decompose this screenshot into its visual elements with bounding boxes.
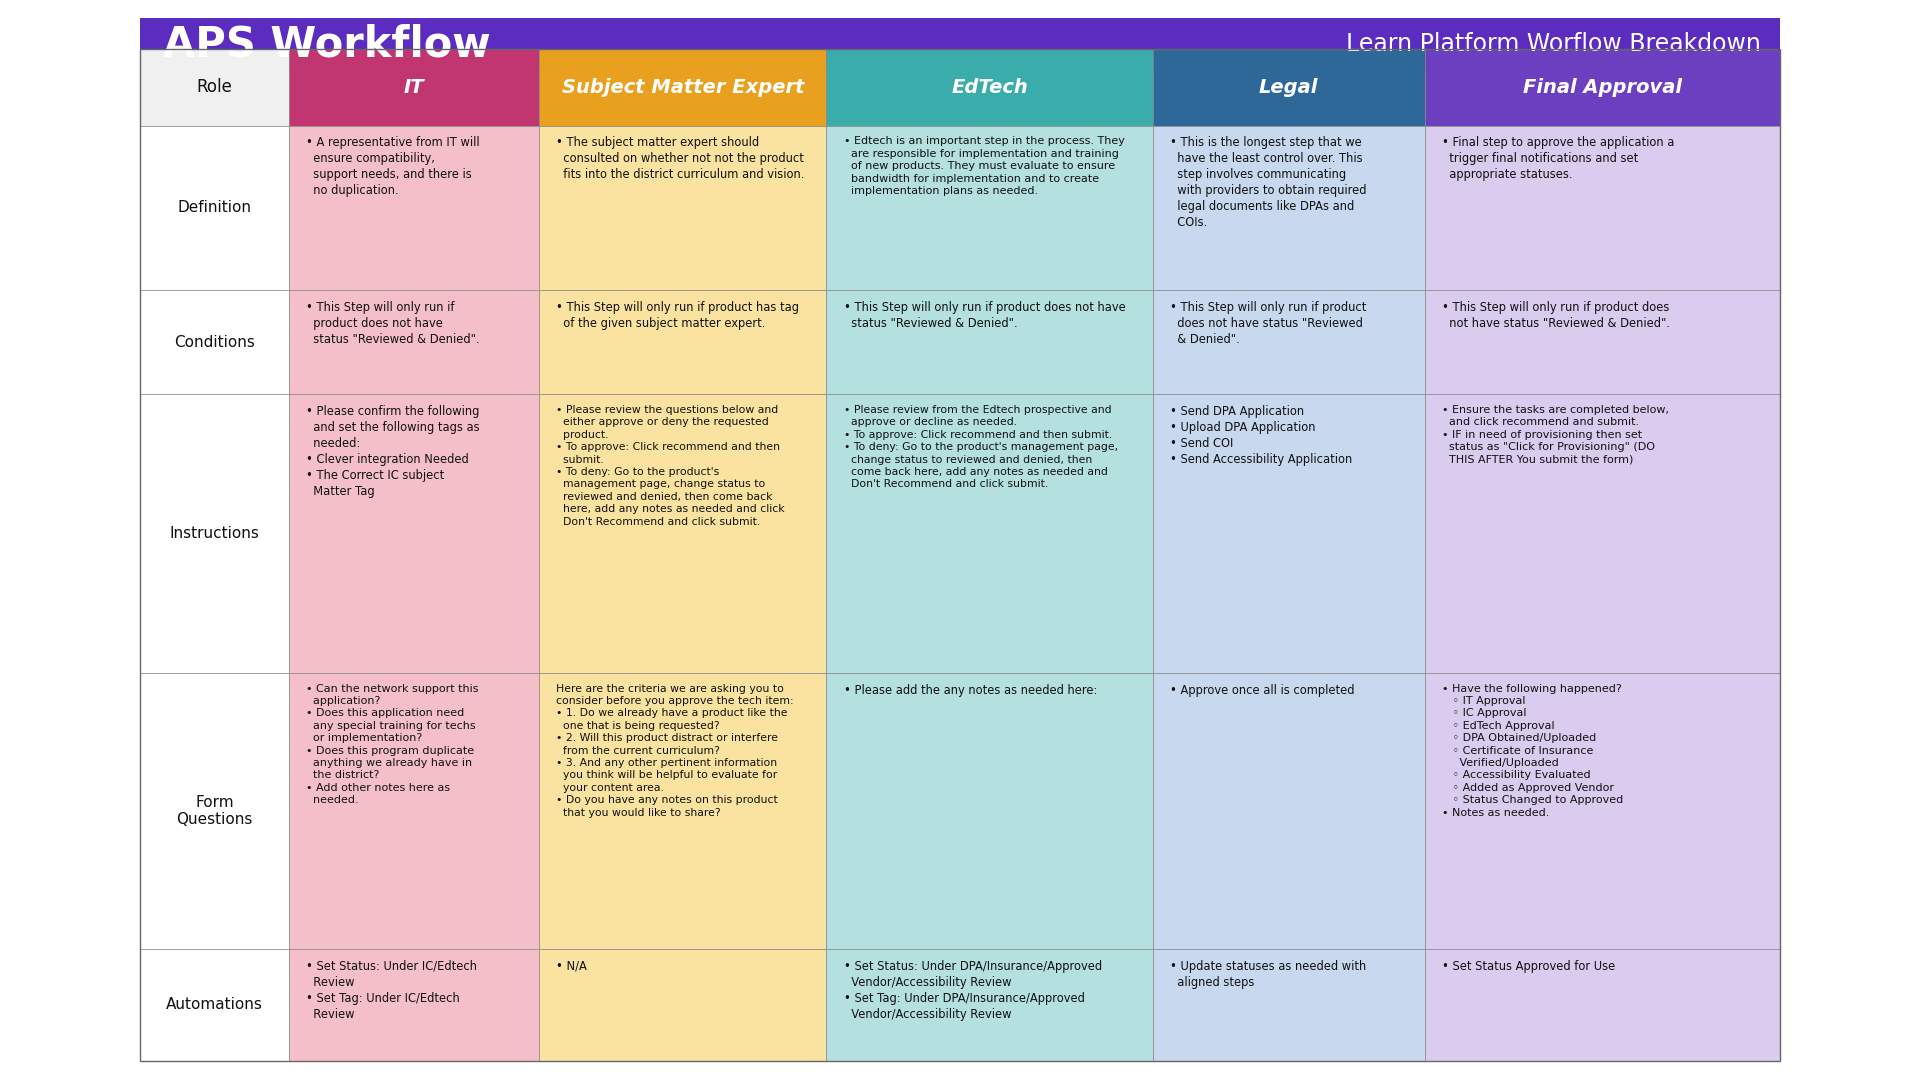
Text: • The subject matter expert should
  consulted on whether not not the product
  : • The subject matter expert should consu… (557, 136, 804, 181)
Text: • This Step will only run if product
  does not have status "Reviewed
  & Denied: • This Step will only run if product doe… (1169, 301, 1367, 346)
Text: Here are the criteria we are asking you to
consider before you approve the tech : Here are the criteria we are asking you … (557, 684, 795, 818)
Text: • This Step will only run if product has tag
  of the given subject matter exper: • This Step will only run if product has… (557, 301, 799, 330)
Text: • Please add the any notes as needed here:: • Please add the any notes as needed her… (843, 684, 1096, 697)
Text: • A representative from IT will
  ensure compatibility,
  support needs, and the: • A representative from IT will ensure c… (305, 136, 480, 198)
Bar (826, 394, 1152, 673)
Text: • Please review from the Edtech prospective and
  approve or decline as needed.
: • Please review from the Edtech prospect… (843, 405, 1117, 489)
Text: Instructions: Instructions (169, 526, 259, 541)
Bar (1152, 394, 1425, 673)
Text: • Can the network support this
  application?
• Does this application need
  any: • Can the network support this applicati… (305, 684, 478, 806)
Text: • Please confirm the following
  and set the following tags as
  needed:
• Cleve: • Please confirm the following and set t… (305, 405, 480, 498)
Bar (1152, 125, 1425, 291)
Text: • Set Status: Under DPA/Insurance/Approved
  Vendor/Accessibility Review
• Set T: • Set Status: Under DPA/Insurance/Approv… (843, 960, 1102, 1021)
Text: IT: IT (403, 78, 424, 96)
Text: • Have the following happened?
   ◦ IT Approval
   ◦ IC Approval
   ◦ EdTech App: • Have the following happened? ◦ IT Appr… (1442, 684, 1624, 818)
Bar (1152, 673, 1425, 949)
Text: • This Step will only run if product does
  not have status "Reviewed & Denied".: • This Step will only run if product doe… (1442, 301, 1670, 330)
Bar (1152, 49, 1425, 125)
Bar (140, 673, 288, 949)
Text: Form
Questions: Form Questions (177, 795, 253, 827)
Text: • Send DPA Application
• Upload DPA Application
• Send COI
• Send Accessibility : • Send DPA Application • Upload DPA Appl… (1169, 405, 1352, 465)
Bar (140, 394, 288, 673)
Text: • Set Status Approved for Use: • Set Status Approved for Use (1442, 960, 1615, 973)
Bar (826, 291, 1152, 394)
Bar (140, 125, 288, 291)
Text: • This Step will only run if product does not have
  status "Reviewed & Denied".: • This Step will only run if product doe… (843, 301, 1125, 330)
Bar (288, 291, 540, 394)
Text: • Please review the questions below and
  either approve or deny the requested
 : • Please review the questions below and … (557, 405, 785, 527)
Text: • Edtech is an important step in the process. They
  are responsible for impleme: • Edtech is an important step in the pro… (843, 136, 1125, 195)
Text: Final Approval: Final Approval (1523, 78, 1682, 96)
Bar (1425, 291, 1780, 394)
Text: • N/A: • N/A (557, 960, 588, 973)
Bar (540, 291, 826, 394)
Text: EdTech: EdTech (950, 78, 1027, 96)
Text: APS Workflow: APS Workflow (163, 24, 492, 65)
Bar (140, 18, 1780, 70)
Text: Conditions: Conditions (175, 335, 255, 350)
Text: Role: Role (196, 78, 232, 96)
Text: Subject Matter Expert: Subject Matter Expert (561, 78, 804, 96)
Bar (826, 673, 1152, 949)
Bar (288, 673, 540, 949)
Bar (826, 949, 1152, 1061)
Text: Automations: Automations (167, 997, 263, 1012)
Bar (540, 949, 826, 1061)
Bar (1425, 949, 1780, 1061)
Bar (140, 49, 1780, 1061)
Bar (540, 49, 826, 125)
Bar (1425, 673, 1780, 949)
Text: • Set Status: Under IC/Edtech
  Review
• Set Tag: Under IC/Edtech
  Review: • Set Status: Under IC/Edtech Review • S… (305, 960, 478, 1021)
Text: • Approve once all is completed: • Approve once all is completed (1169, 684, 1354, 697)
Bar (1152, 291, 1425, 394)
Bar (1425, 394, 1780, 673)
Text: Learn Platform Worflow Breakdown: Learn Platform Worflow Breakdown (1346, 32, 1761, 56)
Text: • Ensure the tasks are completed below,
  and click recommend and submit.
• IF i: • Ensure the tasks are completed below, … (1442, 405, 1668, 464)
Bar (1152, 949, 1425, 1061)
Bar (288, 125, 540, 291)
Text: • This is the longest step that we
  have the least control over. This
  step in: • This is the longest step that we have … (1169, 136, 1367, 229)
Bar (540, 394, 826, 673)
Bar (540, 673, 826, 949)
Bar (140, 949, 288, 1061)
Text: • Final step to approve the application a
  trigger final notifications and set
: • Final step to approve the application … (1442, 136, 1674, 181)
Bar (826, 49, 1152, 125)
Text: • This Step will only run if
  product does not have
  status "Reviewed & Denied: • This Step will only run if product doe… (305, 301, 480, 346)
Bar (1425, 125, 1780, 291)
Text: Legal: Legal (1260, 78, 1319, 96)
Text: Definition: Definition (177, 201, 252, 215)
Bar (1425, 49, 1780, 125)
Bar (288, 49, 540, 125)
Bar (140, 49, 288, 125)
Bar (826, 125, 1152, 291)
Bar (288, 394, 540, 673)
Text: • Update statuses as needed with
  aligned steps: • Update statuses as needed with aligned… (1169, 960, 1367, 989)
Bar (288, 949, 540, 1061)
Bar (540, 125, 826, 291)
Bar (140, 291, 288, 394)
